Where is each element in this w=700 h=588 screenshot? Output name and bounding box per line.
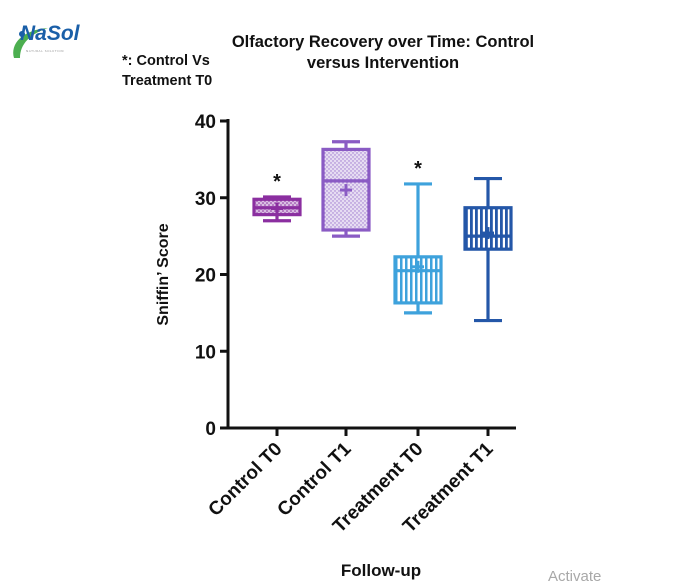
- y-tick-label: 0: [205, 419, 216, 440]
- logo-dot: [19, 31, 25, 37]
- y-tick-label: 40: [195, 112, 216, 133]
- nasol-logo: [13, 28, 48, 58]
- significance-star: *: [414, 158, 422, 180]
- logo-swoosh: [13, 28, 48, 58]
- box-treatment-t0: [393, 182, 443, 315]
- logo-text: NaSol: [20, 22, 80, 45]
- box-control-t0: [252, 195, 302, 223]
- chart-title: Olfactory Recovery over Time: Control ve…: [231, 33, 535, 72]
- y-axis-title: Sniffin’ Score: [155, 223, 172, 325]
- x-category-label: Control T0: [205, 439, 287, 521]
- y-tick-label: 10: [195, 342, 216, 363]
- box-treatment-t1: [463, 176, 513, 323]
- y-tick-label: 30: [195, 189, 216, 210]
- box-control-t1: [321, 140, 371, 238]
- logo-tagline: NATURAL SOLUTION: [26, 49, 65, 53]
- activate-watermark: Activate: [548, 568, 602, 585]
- iqr-box: [393, 255, 443, 305]
- significance-note: *: Control Vs Treatment T0: [122, 53, 213, 89]
- significance-star: *: [273, 171, 281, 193]
- y-tick-label: 20: [195, 266, 216, 287]
- x-axis-title: Follow-up: [341, 561, 421, 580]
